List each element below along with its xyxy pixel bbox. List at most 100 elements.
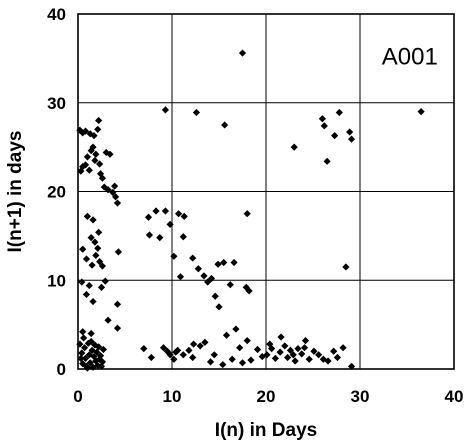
- data-point: [89, 143, 97, 151]
- data-point: [290, 143, 298, 151]
- data-point: [253, 345, 262, 354]
- data-point: [87, 234, 95, 242]
- x-tick-label: 40: [445, 387, 464, 406]
- data-point: [281, 342, 289, 350]
- data-point: [179, 351, 187, 359]
- plot-area: [77, 13, 455, 370]
- data-point: [97, 283, 106, 291]
- data-point: [78, 278, 86, 286]
- data-point: [152, 207, 160, 215]
- data-point: [83, 153, 91, 161]
- data-point: [230, 258, 238, 267]
- x-tick-label: 20: [257, 387, 276, 406]
- data-point: [286, 346, 295, 354]
- y-axis-tick-labels: 0 10 20 30 40: [47, 5, 66, 379]
- data-point: [300, 344, 309, 352]
- data-point: [92, 150, 100, 158]
- data-point: [271, 354, 279, 362]
- data-point: [268, 344, 276, 353]
- data-point: [298, 350, 306, 358]
- data-point: [339, 344, 347, 352]
- data-point: [88, 346, 96, 354]
- data-point: [315, 351, 323, 359]
- data-point: [85, 166, 93, 174]
- data-point: [98, 174, 107, 182]
- y-axis-label: I(n+1) in days: [5, 131, 26, 253]
- data-point: [220, 258, 228, 267]
- data-point: [179, 233, 187, 241]
- data-point: [82, 255, 91, 263]
- data-point: [111, 182, 119, 190]
- data-point: [106, 150, 114, 158]
- data-point: [89, 297, 97, 306]
- data-point: [83, 212, 91, 220]
- data-point: [159, 344, 168, 352]
- data-point: [144, 213, 153, 221]
- data-point: [96, 352, 105, 360]
- data-point: [95, 228, 103, 236]
- data-point: [347, 362, 356, 370]
- data-point: [206, 358, 215, 366]
- data-point: [211, 292, 219, 300]
- data-point: [201, 338, 209, 346]
- data-point: [88, 261, 96, 269]
- data-point: [78, 349, 86, 357]
- data-point: [301, 337, 310, 345]
- data-point: [89, 216, 97, 224]
- data-point: [85, 281, 93, 290]
- data-point: [305, 355, 313, 363]
- data-point: [163, 347, 171, 355]
- data-point: [84, 339, 92, 347]
- data-point: [91, 156, 99, 165]
- annotation-label: A001: [382, 44, 438, 71]
- data-point: [95, 116, 103, 125]
- data-points: [76, 49, 425, 372]
- data-point: [330, 347, 338, 355]
- data-point: [113, 300, 122, 308]
- data-point: [80, 334, 88, 342]
- x-axis-label: I(n) in Days: [215, 420, 317, 441]
- data-point: [417, 108, 425, 116]
- data-point: [194, 265, 202, 273]
- x-tick-label: 0: [73, 387, 82, 406]
- data-point: [114, 248, 123, 256]
- data-point: [318, 115, 326, 123]
- data-point: [79, 328, 87, 336]
- data-point: [95, 343, 103, 351]
- data-point: [83, 364, 91, 372]
- data-point: [82, 290, 91, 299]
- data-point: [97, 362, 106, 370]
- data-point: [221, 121, 229, 129]
- data-point: [92, 251, 100, 259]
- data-point: [81, 127, 90, 135]
- data-point: [93, 348, 101, 356]
- x-tick-label: 30: [351, 387, 370, 406]
- data-point: [294, 344, 302, 353]
- data-point: [87, 329, 95, 338]
- data-point: [226, 281, 234, 289]
- data-point: [98, 262, 107, 270]
- data-point: [174, 210, 183, 218]
- data-point: [94, 244, 102, 252]
- x-tick-label: 10: [163, 387, 182, 406]
- data-point: [189, 254, 197, 262]
- data-point: [335, 108, 343, 117]
- data-point: [258, 352, 266, 361]
- data-point: [176, 273, 185, 281]
- data-point: [222, 331, 231, 339]
- data-point: [99, 345, 107, 354]
- data-point: [180, 212, 188, 220]
- data-point: [166, 220, 174, 228]
- data-point: [77, 354, 85, 362]
- data-point: [113, 324, 122, 332]
- y-tick-label: 0: [57, 360, 66, 379]
- data-point: [200, 272, 208, 280]
- data-point: [238, 359, 247, 367]
- data-point: [94, 125, 102, 133]
- data-point: [247, 356, 255, 364]
- data-point: [91, 238, 99, 246]
- data-point: [174, 346, 182, 354]
- data-point: [81, 354, 90, 362]
- data-point: [96, 258, 104, 266]
- data-point: [263, 351, 271, 359]
